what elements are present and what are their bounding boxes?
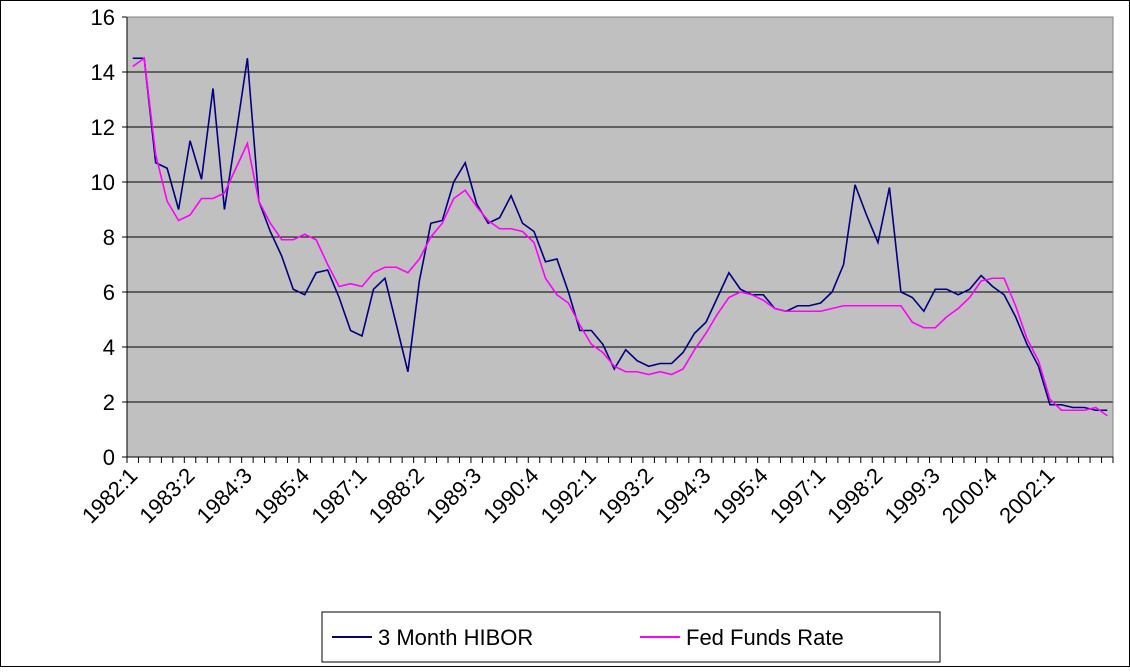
legend-box <box>321 611 941 663</box>
y-tick-label: 0 <box>103 445 115 470</box>
y-tick-label: 8 <box>103 225 115 250</box>
y-tick-label: 6 <box>103 280 115 305</box>
y-tick-label: 4 <box>103 335 115 360</box>
legend-label: 3 Month HIBOR <box>378 625 533 650</box>
y-tick-label: 14 <box>91 60 115 85</box>
y-tick-label: 2 <box>103 390 115 415</box>
legend-label: Fed Funds Rate <box>686 625 844 650</box>
y-tick-label: 10 <box>91 170 115 195</box>
y-tick-label: 16 <box>91 5 115 30</box>
series-line <box>132 56 1108 417</box>
y-tick-label: 12 <box>91 115 115 140</box>
series-line <box>132 57 1108 412</box>
